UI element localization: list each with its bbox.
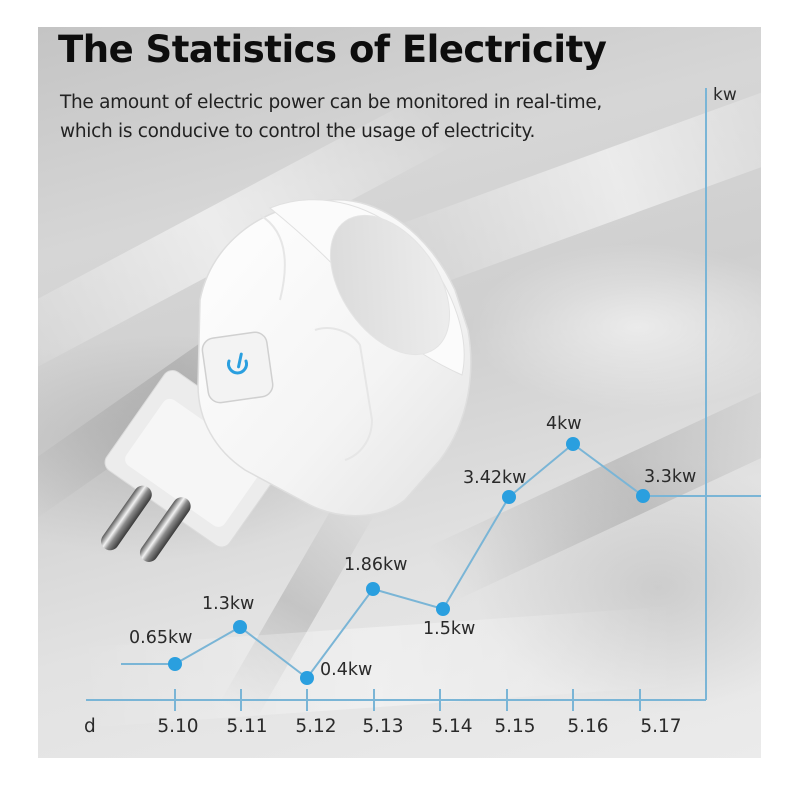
- page-title: The Statistics of Electricity: [58, 28, 607, 71]
- data-point: [233, 620, 247, 634]
- x-ticks: [174, 689, 641, 711]
- data-points: [168, 437, 650, 685]
- x-tick-label: 5.13: [362, 716, 403, 737]
- x-axis-label: d: [84, 716, 96, 737]
- x-tick-label: 5.11: [226, 716, 267, 737]
- point-label: 0.65kw: [129, 628, 192, 648]
- data-point: [366, 582, 380, 596]
- axes: [86, 88, 707, 701]
- data-line: [121, 442, 761, 680]
- x-tick-labels: 5.10 5.11 5.12 5.13 5.14 5.15 5.16 5.17: [157, 716, 681, 737]
- point-label: 0.4kw: [320, 660, 372, 680]
- data-point: [566, 437, 580, 451]
- plug-body: [197, 199, 472, 517]
- subtitle-line-2: which is conducive to control the usage …: [60, 121, 536, 142]
- power-button: [201, 331, 274, 404]
- plug-pins: [101, 485, 191, 562]
- point-labels: 0.65kw 1.3kw 0.4kw 1.86kw 1.5kw 3.42kw 4…: [129, 414, 696, 680]
- data-point: [168, 657, 182, 671]
- subtitle-line-1: The amount of electric power can be moni…: [60, 92, 603, 113]
- x-tick-label: 5.12: [295, 716, 336, 737]
- point-label: 3.3kw: [644, 467, 696, 487]
- x-tick-label: 5.17: [640, 716, 681, 737]
- data-point: [636, 489, 650, 503]
- y-axis-label: kw: [713, 85, 737, 105]
- x-tick-label: 5.10: [157, 716, 198, 737]
- x-tick-label: 5.14: [431, 716, 472, 737]
- x-tick-label: 5.16: [567, 716, 608, 737]
- point-label: 3.42kw: [463, 468, 526, 488]
- point-label: 1.86kw: [344, 555, 407, 575]
- page-subtitle: The amount of electric power can be moni…: [60, 88, 700, 146]
- x-tick-label: 5.15: [494, 716, 535, 737]
- data-point: [436, 602, 450, 616]
- data-point: [502, 490, 516, 504]
- point-label: 1.3kw: [202, 594, 254, 614]
- point-label: 1.5kw: [423, 619, 475, 639]
- data-point: [300, 671, 314, 685]
- point-label: 4kw: [546, 414, 582, 434]
- power-icon: [227, 352, 248, 375]
